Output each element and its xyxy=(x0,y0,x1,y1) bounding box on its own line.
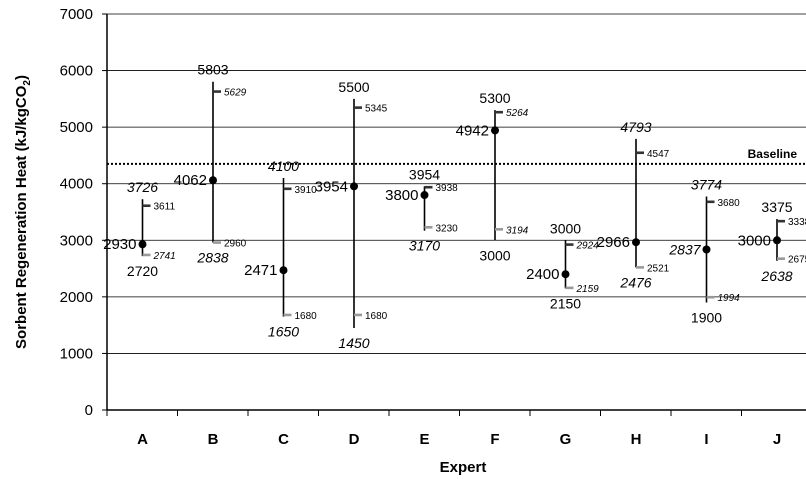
mean-label-F: 4942 xyxy=(456,122,489,139)
x-tick-label-F: F xyxy=(490,431,499,448)
min-label-F: 3000 xyxy=(479,247,510,263)
min-label-I: 1900 xyxy=(691,310,722,326)
q-lower-label-G: 2159 xyxy=(576,284,600,295)
x-tick-label-G: G xyxy=(560,431,572,448)
min-label-E: 3170 xyxy=(409,238,440,254)
mean-label-G: 2400 xyxy=(526,266,559,283)
q-lower-label-H: 2521 xyxy=(647,263,670,274)
x-tick-label-D: D xyxy=(349,431,360,448)
q-lower-label-D: 1680 xyxy=(365,311,388,322)
x-tick-label-E: E xyxy=(419,431,429,448)
q-upper-label-F: 5264 xyxy=(506,108,529,119)
y-tick-label-1000: 1000 xyxy=(60,345,93,362)
y-axis-title-main: Sorbent Regeneration Heat (kJ/kgCO xyxy=(13,85,30,349)
x-tick-label-C: C xyxy=(278,431,289,448)
x-tick-label-J: J xyxy=(773,431,781,448)
min-label-H: 2476 xyxy=(619,274,651,290)
mean-label-H: 2966 xyxy=(597,234,630,251)
y-tick-label-5000: 5000 xyxy=(60,119,93,136)
expert-group-C: 4100 1650 3910 1680 2471 xyxy=(244,158,317,340)
q-upper-label-E: 3938 xyxy=(436,183,459,194)
max-label-I: 3774 xyxy=(691,176,722,192)
x-tick-label-H: H xyxy=(631,431,642,448)
y-tick-label-3000: 3000 xyxy=(60,232,93,249)
x-tick-label-B: B xyxy=(208,431,219,448)
y-tick-label-4000: 4000 xyxy=(60,176,93,193)
expert-group-A: 3726 2720 3611 2741 2930 xyxy=(103,179,176,279)
max-label-G: 3000 xyxy=(550,220,581,236)
mean-point-H xyxy=(632,238,640,247)
max-label-E: 3954 xyxy=(409,166,440,182)
expert-group-G: 3000 2150 2924 2159 2400 xyxy=(526,220,599,311)
q-lower-label-A: 2741 xyxy=(153,251,176,262)
q-upper-label-I: 3680 xyxy=(718,198,741,209)
q-lower-label-C: 1680 xyxy=(295,311,318,322)
mean-label-I: 2837 xyxy=(668,242,701,258)
y-tick-label-0: 0 xyxy=(85,402,93,419)
q-upper-label-H: 4547 xyxy=(647,149,670,160)
min-label-J: 2638 xyxy=(760,268,792,284)
min-label-C: 1650 xyxy=(268,324,299,340)
max-label-D: 5500 xyxy=(338,79,369,95)
q-upper-label-A: 3611 xyxy=(154,202,176,213)
y-tick-label-6000: 6000 xyxy=(60,63,93,80)
q-upper-label-G: 2924 xyxy=(576,241,600,252)
q-upper-label-J: 3338 xyxy=(788,217,806,228)
grid-layer xyxy=(107,13,806,354)
y-axis-title-end: ) xyxy=(13,75,30,80)
expert-group-D: 5500 1450 5345 1680 3954 xyxy=(315,79,388,351)
q-lower-label-I: 1994 xyxy=(718,293,741,304)
q-upper-label-B: 5629 xyxy=(224,88,247,99)
min-label-D: 1450 xyxy=(338,335,369,351)
axis-layer: 0 1000 2000 3000 4000 5000 6000 7000 A B C D E F G H I J xyxy=(60,6,806,448)
max-label-F: 5300 xyxy=(479,90,510,106)
expert-group-I: 3774 1900 3680 1994 2837 xyxy=(668,176,740,325)
max-label-J: 3375 xyxy=(761,199,792,215)
mean-label-C: 2471 xyxy=(244,262,277,279)
max-label-B: 5803 xyxy=(197,62,228,78)
baseline-label: Baseline xyxy=(748,147,798,161)
min-label-A: 2720 xyxy=(127,263,158,279)
expert-group-H: 4793 2476 4547 2521 2966 xyxy=(597,119,670,291)
expert-group-B: 5803 2838 5629 2960 4062 xyxy=(174,62,247,266)
y-axis-title: Sorbent Regeneration Heat (kJ/kgCO2) xyxy=(13,75,33,349)
mean-label-A: 2930 xyxy=(103,236,136,253)
series-layer: 3726 2720 3611 2741 2930 5803 2838 5629 2960 4062… xyxy=(103,62,806,351)
expert-group-F: 5300 3000 5264 3194 4942 xyxy=(456,90,529,263)
mean-point-F xyxy=(491,126,499,135)
max-label-H: 4793 xyxy=(620,119,651,135)
q-upper-label-C: 3910 xyxy=(295,185,318,196)
mean-point-G xyxy=(561,270,570,279)
max-label-A: 3726 xyxy=(127,179,158,195)
min-label-B: 2838 xyxy=(196,250,228,266)
min-label-G: 2150 xyxy=(550,295,581,311)
y-axis-title-sub: 2 xyxy=(22,80,33,86)
mean-label-E: 3800 xyxy=(385,187,418,204)
baseline-layer: Baseline xyxy=(107,147,806,165)
mean-label-B: 4062 xyxy=(174,172,207,189)
q-lower-label-E: 3230 xyxy=(436,223,459,234)
expert-group-E: 3954 3170 3938 3230 3800 xyxy=(385,166,458,253)
mean-point-D xyxy=(350,182,358,191)
y-tick-label-2000: 2000 xyxy=(60,289,93,306)
x-axis-title: Expert xyxy=(440,459,487,476)
mean-point-C xyxy=(279,266,288,275)
q-upper-label-D: 5345 xyxy=(365,104,388,115)
mean-point-B xyxy=(209,176,217,185)
max-label-C: 4100 xyxy=(268,158,299,174)
q-lower-label-B: 2960 xyxy=(224,239,247,250)
x-tick-label-I: I xyxy=(704,431,708,448)
y-tick-label-7000: 7000 xyxy=(60,6,93,23)
mean-point-A xyxy=(138,240,147,249)
q-lower-label-J: 2675 xyxy=(788,255,806,266)
expert-group-J: 3375 2638 3338 2675 3000 xyxy=(738,199,806,284)
mean-point-E xyxy=(420,191,429,200)
mean-point-J xyxy=(773,236,781,245)
q-lower-label-F: 3194 xyxy=(506,225,529,236)
x-tick-label-A: A xyxy=(137,431,148,448)
mean-point-I xyxy=(702,245,711,254)
mean-label-D: 3954 xyxy=(315,178,348,195)
mean-label-J: 3000 xyxy=(738,232,771,249)
